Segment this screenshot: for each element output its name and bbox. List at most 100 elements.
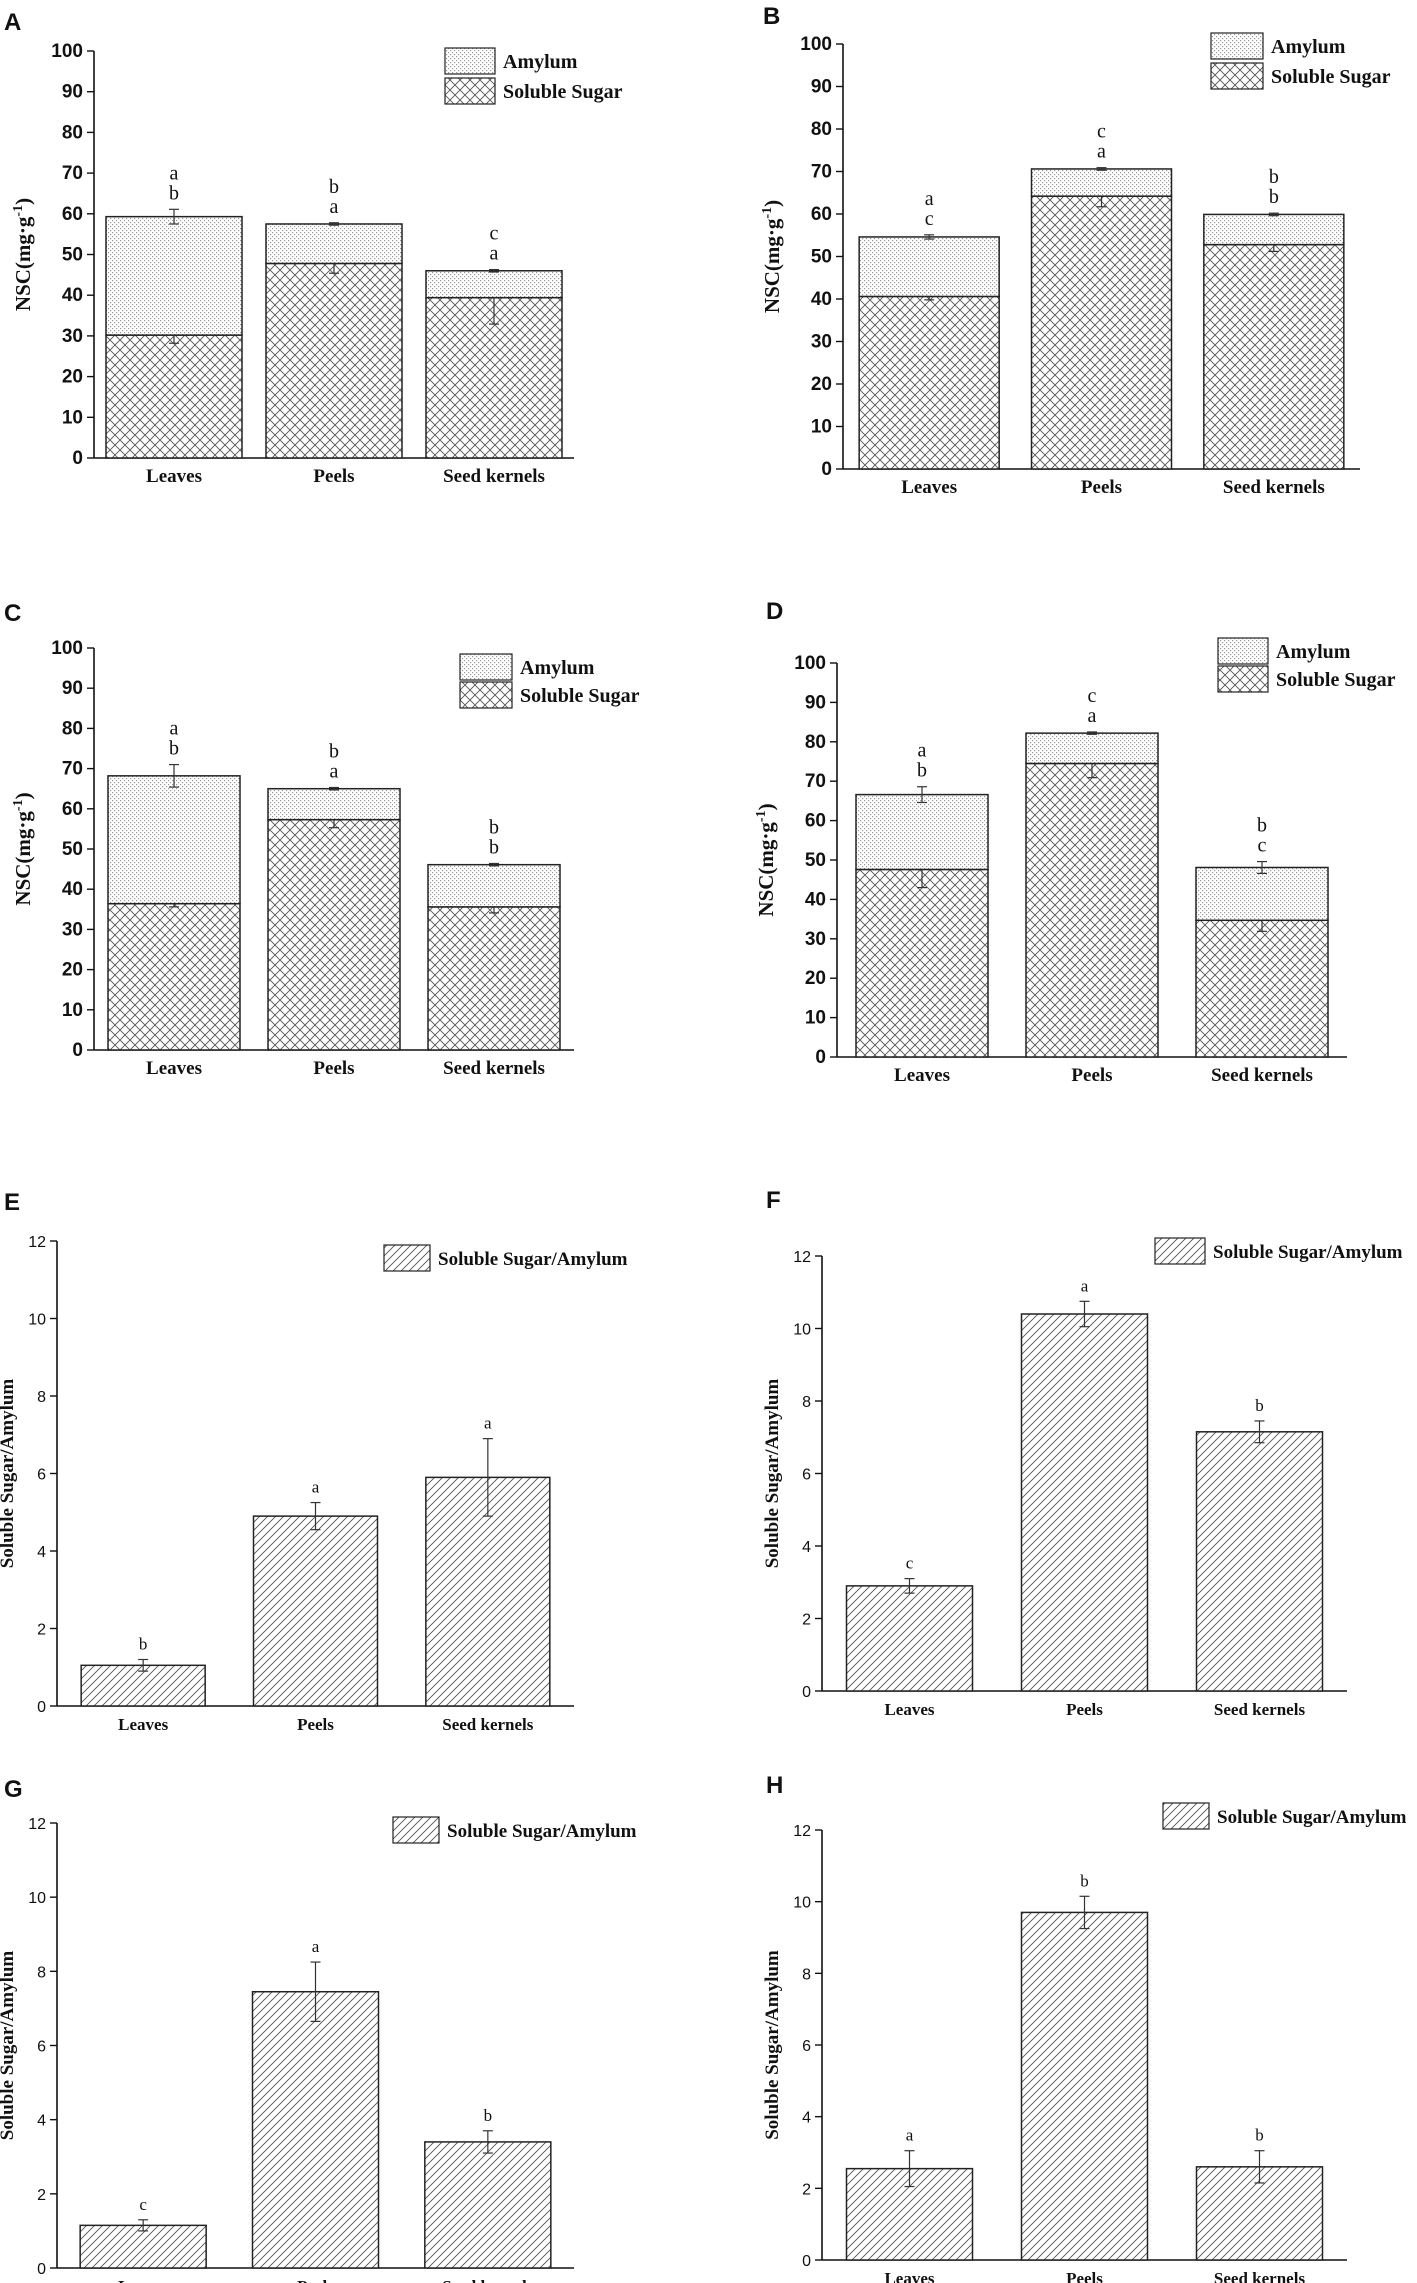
panel-b-bar-amylum-seed-kernels (1203, 213, 1345, 246)
panel-c-x-tick-label: Leaves (146, 1058, 202, 1079)
panel-e-x-tick-label: Leaves (118, 1715, 168, 1734)
panel-c-significance-letter: b (169, 738, 179, 760)
panel-d-y-tick-label: 90 (805, 692, 826, 713)
panel-c-bar-amylum-peels (267, 787, 401, 821)
panel-a-legend: Amylum Soluble Sugar (444, 47, 623, 105)
panel-b-y-tick-label: 70 (811, 162, 832, 183)
panel-c-bar-soluble-sugar-leaves (107, 902, 241, 1051)
panel-e-y-tick-label: 10 (28, 1312, 46, 1329)
panel-e-y-tick-label: 8 (37, 1389, 46, 1406)
panel-b-bar-soluble-sugar-seed-kernels (1203, 243, 1345, 470)
panel-d-bar-soluble-sugar-seed-kernels (1195, 919, 1329, 1058)
panel-c-y-tick-label: 30 (62, 919, 83, 940)
panel-d-significance-letter: b (917, 760, 927, 782)
panel-c-y-tick-label: 70 (62, 759, 83, 780)
panel-h: H 0 2 4 6 8 10 12 Soluble Sugar/Amylum a Leaves b Pe… (762, 1772, 1407, 2283)
panel-d-y-tick-label: 80 (805, 732, 826, 753)
panel-e-y-tick-label: 0 (37, 1699, 46, 1716)
panel-c-x-tick-label: Seed kernels (443, 1058, 545, 1079)
panel-f-significance-letter: a (1081, 1276, 1089, 1295)
panel-e-group-leaves: b (80, 1635, 206, 1707)
panel-g-x-tick-label: Peels (297, 2277, 334, 2283)
panel-g-significance-letter: c (139, 2195, 147, 2214)
panel-c-y-tick-label: 90 (62, 678, 83, 699)
panel-c-x-tick-label: Peels (313, 1058, 354, 1079)
panel-b-legend-label-amylum: Amylum (1271, 36, 1346, 58)
panel-b: B0102030405060708090100NSC(mg·g-1)caLeav… (760, 3, 1391, 498)
panel-a-y-tick-label: 10 (62, 407, 83, 428)
panel-c-group-leaves: ba (107, 718, 241, 1051)
panel-g-bar-soluble-sugar-amylum-peels (251, 1990, 380, 2269)
panel-b-bar-soluble-sugar-leaves (858, 295, 1000, 470)
panel-c-significance-letter: b (329, 740, 339, 762)
panel-b-significance-letter: c (1097, 121, 1106, 143)
panel-g-legend-label-soluble-sugar-amylum: Soluble Sugar/Amylum (447, 1821, 637, 1842)
panel-b-significance-letter: b (1269, 166, 1279, 188)
panel-d-y-tick-label: 20 (805, 968, 826, 989)
panel-c: C0102030405060708090100NSC(mg·g-1)baLeav… (4, 600, 640, 1079)
panel-f-legend: Soluble Sugar/Amylum (1154, 1237, 1403, 1265)
panel-b-significance-letter: a (1097, 141, 1106, 163)
panel-d-legend-label-soluble-sugar: Soluble Sugar (1276, 669, 1396, 691)
panel-h-y-tick-label: 10 (793, 1895, 811, 1912)
panel-f-y-tick-label: 12 (793, 1249, 811, 1266)
panel-h-y-tick-label: 4 (802, 2110, 811, 2127)
panel-h-significance-letter: b (1255, 2126, 1264, 2145)
panel-g-y-tick-label: 4 (37, 2113, 46, 2130)
panel-e-group-seed-kernels: a (425, 1414, 551, 1707)
panel-f-bar-soluble-sugar-amylum-leaves (845, 1585, 974, 1692)
panel-e-group-peels: a (252, 1478, 379, 1707)
panel-c-legend-label-amylum: Amylum (520, 657, 595, 679)
panel-a-y-tick-label: 20 (62, 367, 83, 388)
panel-g-legend: Soluble Sugar/Amylum (392, 1816, 637, 1844)
panel-b-bar-soluble-sugar-peels (1030, 195, 1173, 470)
panel-d-bar-amylum-seed-kernels (1195, 866, 1329, 922)
panel-a-y-tick-label: 0 (72, 448, 83, 469)
panel-h-legend-swatch-soluble-sugar-amylum (1162, 1802, 1210, 1830)
panel-c-y-tick-label: 40 (62, 879, 83, 900)
panel-c-y-tick-label: 0 (72, 1040, 83, 1061)
panel-c-group-seed-kernels: bb (427, 816, 561, 1051)
panel-a-bar-soluble-sugar-peels (265, 262, 403, 459)
panel-a-legend-label-soluble-sugar: Soluble Sugar (503, 81, 623, 103)
panel-c-y-tick-label: 80 (62, 718, 83, 739)
panel-c-group-peels: ab (267, 740, 401, 1051)
panel-e-x-tick-label: Peels (297, 1715, 334, 1734)
panel-f-group-peels: a (1020, 1276, 1149, 1692)
panel-b-bar-amylum-peels (1030, 168, 1173, 197)
panel-c-legend: Amylum Soluble Sugar (459, 653, 640, 709)
panel-g-y-tick-label: 0 (37, 2261, 46, 2278)
panel-f-x-tick-label: Peels (1066, 1700, 1103, 1719)
panel-d-y-tick-label: 100 (794, 653, 826, 674)
panel-e-bar-soluble-sugar-amylum-leaves (80, 1664, 206, 1707)
panel-e-significance-letter: b (139, 1635, 148, 1654)
panel-c-y-tick-label: 10 (62, 1000, 83, 1021)
panel-c-bar-soluble-sugar-peels (267, 818, 401, 1051)
panel-e-y-tick-label: 12 (28, 1234, 46, 1251)
panel-g-y-tick-label: 10 (28, 1890, 46, 1907)
panel-f-y-tick-label: 0 (802, 1684, 811, 1701)
panel-g-bar-soluble-sugar-amylum-seed-kernels (424, 2141, 552, 2269)
panel-b-legend-label-soluble-sugar: Soluble Sugar (1271, 66, 1391, 88)
panel-b-x-tick-label: Seed kernels (1223, 477, 1325, 498)
panel-a-bar-soluble-sugar-leaves (105, 334, 243, 459)
panel-c-y-tick-label: 100 (51, 638, 83, 659)
panel-c-y-tick-label: 20 (62, 960, 83, 981)
panel-e-significance-letter: a (484, 1414, 492, 1433)
panel-c-legend-label-soluble-sugar: Soluble Sugar (520, 685, 640, 707)
panel-g-significance-letter: b (484, 2106, 493, 2125)
panel-f-y-tick-label: 8 (802, 1394, 811, 1411)
panel-d-y-tick-label: 70 (805, 771, 826, 792)
panel-c-y-label: NSC(mg·g-1) (11, 792, 35, 905)
panel-b-y-tick-label: 60 (811, 204, 832, 225)
panel-e-bar-soluble-sugar-amylum-peels (252, 1515, 379, 1707)
panel-d-x-tick-label: Seed kernels (1211, 1065, 1313, 1086)
panel-b-y-tick-label: 50 (811, 247, 832, 268)
panel-b-y-tick-label: 40 (811, 289, 832, 310)
panel-a-bar-amylum-seed-kernels (425, 270, 563, 299)
panel-f-y-tick-label: 2 (802, 1612, 811, 1629)
panel-a-legend-label-amylum: Amylum (503, 51, 578, 73)
panel-g-group-peels: a (251, 1937, 380, 2269)
panel-g-legend-swatch-soluble-sugar-amylum (392, 1816, 440, 1844)
